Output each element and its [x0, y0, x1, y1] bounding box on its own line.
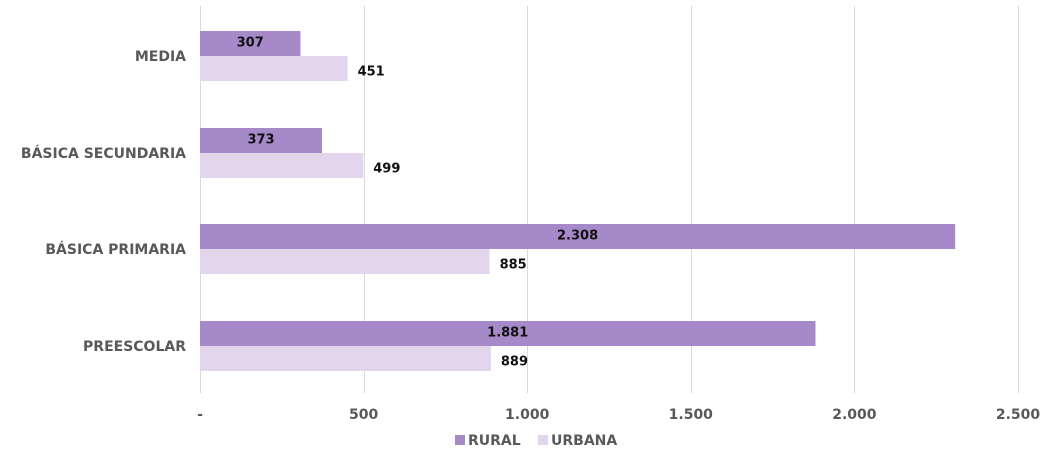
bar-urbana [200, 153, 364, 178]
data-label: 2.308 [557, 229, 598, 244]
bar-urbana [200, 346, 491, 371]
x-tick-label: 2.000 [832, 407, 877, 423]
category-axis: MEDIA BÁSICA SECUNDARIA BÁSICA PRIMARIA PRE… [21, 49, 186, 355]
bars [200, 31, 956, 371]
bar-urbana [200, 56, 348, 81]
category-label: PREESCOLAR [83, 339, 186, 355]
legend-swatch-urbana [538, 435, 548, 445]
bar-rural [200, 31, 301, 56]
x-tick-label: 1.000 [505, 407, 550, 423]
data-labels: 307 373 2.308 1.881 451 499 885 889 [237, 36, 598, 370]
bar-urbana [200, 249, 490, 274]
data-label: 499 [373, 162, 400, 177]
data-label: 885 [500, 258, 527, 273]
bar-rural [200, 128, 323, 153]
x-tick-label: 1.500 [669, 407, 714, 423]
x-tick-label: - [197, 407, 203, 423]
category-label: MEDIA [135, 49, 186, 65]
data-label: 1.881 [487, 326, 528, 341]
x-tick-label: 2.500 [996, 407, 1041, 423]
legend: RURAL URBANA [455, 433, 617, 449]
legend-label-rural: RURAL [468, 433, 521, 449]
data-label: 307 [237, 36, 264, 51]
bar-rural [200, 321, 816, 346]
value-axis: - 500 1.000 1.500 2.000 2.500 [197, 407, 1040, 423]
bar-rural [200, 224, 956, 249]
x-tick-label: 500 [349, 407, 378, 423]
category-label: BÁSICA PRIMARIA [45, 241, 186, 258]
legend-swatch-rural [455, 435, 465, 445]
category-label: BÁSICA SECUNDARIA [21, 145, 186, 162]
data-label: 451 [358, 65, 385, 80]
data-label: 889 [501, 355, 528, 370]
data-label: 373 [247, 133, 274, 148]
legend-label-urbana: URBANA [551, 433, 617, 449]
